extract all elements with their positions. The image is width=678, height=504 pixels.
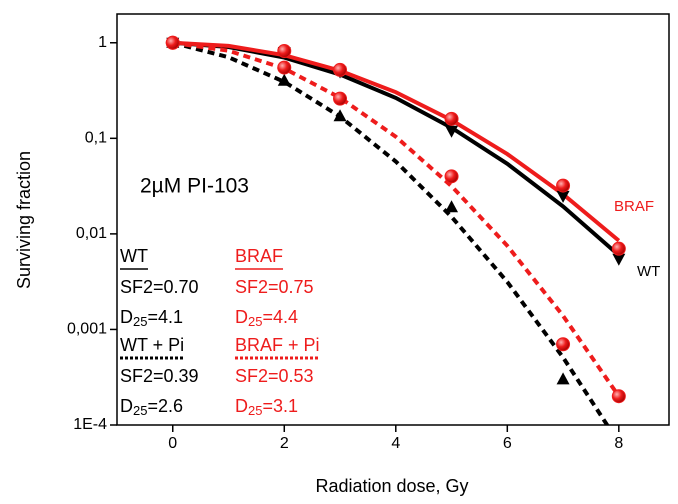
marker (277, 60, 292, 75)
stat-d25: D25=4.1 (120, 307, 183, 330)
y-tick-label: 0,001 (67, 321, 107, 338)
stat-sf2: SF2=0.53 (235, 366, 314, 386)
stat-d25-part: =2.6 (147, 396, 183, 416)
marker (333, 109, 347, 122)
stat-d25-part: 25 (133, 403, 147, 418)
fit-curve (172, 40, 621, 398)
x-tick-label: 6 (503, 435, 512, 452)
marker (556, 372, 570, 385)
marker (445, 200, 459, 213)
stat-d25: D25=2.6 (120, 396, 183, 419)
plot-frame (116, 13, 670, 426)
marker (165, 35, 180, 50)
fit-curve (172, 40, 610, 425)
x-tick-label: 2 (280, 435, 289, 452)
stat-sf2: SF2=0.39 (120, 366, 199, 386)
marker (556, 178, 571, 193)
marker (444, 169, 459, 184)
stat-d25-part: 25 (248, 314, 262, 329)
stat-d25: D25=3.1 (235, 396, 298, 419)
marker (444, 111, 459, 126)
stat-d25-part: D (235, 307, 248, 327)
annotation: 2µM PI-103 (140, 175, 249, 198)
marker (556, 190, 570, 203)
stat-name: WT (120, 246, 148, 266)
stat-name: BRAF (235, 246, 283, 266)
marker (445, 125, 459, 138)
marker (611, 389, 626, 404)
stat-d25-part: =4.4 (262, 307, 298, 327)
y-tick-label: 1 (98, 34, 107, 51)
marker (277, 73, 291, 86)
marker (556, 337, 571, 352)
stat-d25-part: D (120, 307, 133, 327)
stat-sf2: SF2=0.75 (235, 277, 314, 297)
stat-d25-part: D (120, 396, 133, 416)
fit-curve (172, 40, 621, 243)
stat-name: WT + Pi (120, 335, 184, 355)
stat-d25-part: =4.1 (147, 307, 183, 327)
stat-d25-part: 25 (133, 314, 147, 329)
stat-d25-part: 25 (248, 403, 262, 418)
plot-area (165, 35, 626, 425)
x-tick-label: 4 (391, 435, 400, 452)
y-tick-label: 0,01 (76, 225, 107, 242)
y-tick-label: 1E-4 (73, 416, 107, 433)
curve-label: BRAF (614, 198, 654, 215)
stat-d25-part: =3.1 (262, 396, 298, 416)
fit-curve (172, 40, 621, 257)
stat-d25: D25=4.4 (235, 307, 298, 330)
x-axis-label: Radiation dose, Gy (315, 476, 468, 496)
marker (333, 91, 348, 106)
y-tick-label: 0,1 (85, 130, 107, 147)
x-tick-label: 0 (168, 435, 177, 452)
stat-sf2: SF2=0.70 (120, 277, 199, 297)
stat-name: BRAF + Pi (235, 335, 320, 355)
x-tick-label: 8 (614, 435, 623, 452)
marker (277, 44, 292, 59)
marker (333, 62, 348, 77)
y-axis-label: Surviving fraction (14, 151, 34, 289)
marker (611, 241, 626, 256)
marker (612, 253, 626, 266)
stat-d25-part: D (235, 396, 248, 416)
curve-label: WT (637, 263, 660, 280)
